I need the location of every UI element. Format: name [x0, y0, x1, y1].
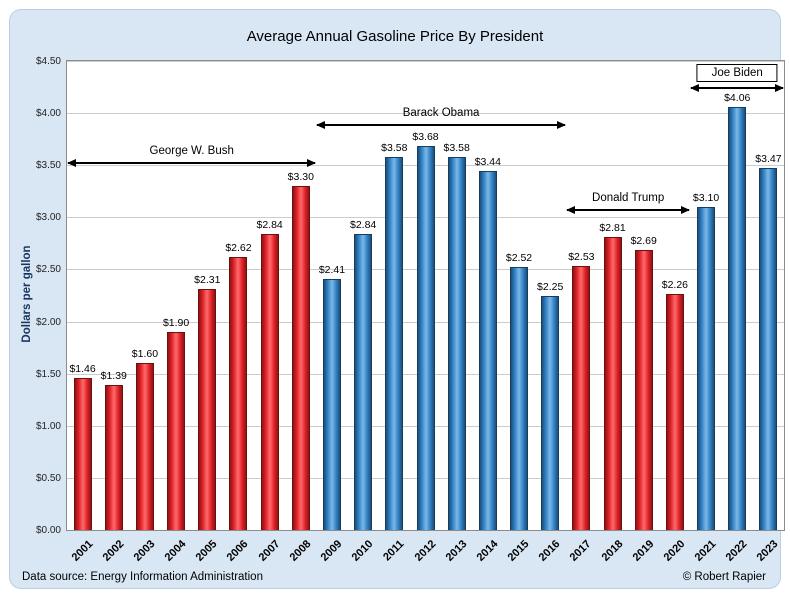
bar-2007: [260, 234, 279, 530]
bar-2009: [322, 278, 341, 530]
bar-value-label: $1.46: [69, 362, 96, 375]
bar-2016: [541, 295, 560, 530]
bar-2022: [728, 106, 747, 530]
plot-area: $1.46 $1.39 $1.60 $1.90 $2.31 $2.62 $2.84 $3.30…: [66, 60, 785, 531]
annotation-arrow: [316, 120, 567, 129]
bar-2014: [478, 171, 497, 530]
bar-value-label: $2.69: [630, 234, 657, 247]
y-tick-label: $3.00: [35, 212, 61, 224]
annotation-arrow: [565, 205, 691, 214]
bar-value-label: $2.41: [318, 263, 346, 276]
bar-value-label: $2.25: [537, 280, 564, 293]
bar-2020: [665, 294, 684, 530]
chart-footer: Data source: Energy Information Administ…: [22, 571, 766, 583]
bar-value-label: $3.58: [443, 141, 470, 154]
annotation-arrow: [690, 84, 784, 93]
bar-value-label: $1.60: [131, 348, 159, 361]
chart-title: Average Annual Gasoline Price By Preside…: [246, 28, 544, 45]
y-tick-label: $0.00: [35, 525, 61, 536]
annotation-label: George W. Bush: [149, 145, 234, 158]
y-tick-label: $0.50: [35, 472, 61, 484]
bar-2003: [135, 363, 154, 530]
bar-2006: [229, 256, 248, 530]
bar-value-label: $3.44: [474, 156, 501, 169]
bar-2005: [198, 289, 217, 530]
y-tick-label: $3.50: [35, 160, 61, 172]
bar-2018: [603, 237, 622, 530]
annotation-label: Joe Biden: [696, 64, 778, 83]
y-tick-label: $2.50: [35, 264, 61, 276]
bar-2015: [510, 267, 529, 530]
bar-value-label: $2.52: [505, 252, 533, 265]
data-source-text: Data source: Energy Information Administ…: [22, 571, 263, 583]
bar-2002: [104, 385, 123, 530]
bar-value-label: $1.90: [162, 316, 190, 329]
bar-value-label: $1.39: [100, 370, 127, 383]
y-tick-label: $1.50: [35, 368, 61, 380]
bar-value-label: $2.53: [568, 251, 595, 264]
bar-2004: [167, 331, 186, 530]
bar-2008: [291, 186, 310, 530]
bar-value-label: $2.81: [599, 222, 626, 235]
bar-2019: [634, 249, 653, 530]
credit-text: © Robert Rapier: [682, 571, 766, 583]
bar-value-label: $3.68: [412, 131, 439, 144]
bar-value-label: $3.47: [755, 153, 782, 166]
bar-2001: [73, 377, 92, 530]
bar-2017: [572, 266, 591, 530]
chart-panel: Average Annual Gasoline Price By Preside…: [9, 9, 785, 589]
bar-value-label: $3.10: [692, 191, 720, 204]
bar-2012: [416, 146, 435, 530]
annotation-arrow: [66, 159, 317, 168]
bar-2011: [385, 156, 404, 530]
bar-value-label: $2.31: [194, 274, 221, 287]
bar-value-label: $2.62: [225, 241, 252, 254]
bar-2013: [447, 156, 466, 530]
y-tick-label: $4.00: [35, 108, 61, 120]
bar-2021: [697, 206, 716, 530]
bar-value-label: $4.06: [724, 91, 751, 104]
bar-2023: [759, 168, 778, 530]
bar-value-label: $3.30: [287, 171, 314, 184]
bar-value-label: $3.58: [381, 141, 408, 154]
annotation-label: Donald Trump: [592, 191, 665, 204]
bar-value-label: $2.84: [256, 219, 283, 231]
gridline: [67, 61, 784, 62]
gridline: [67, 113, 784, 115]
y-tick-label: $1.00: [35, 420, 61, 432]
bar-value-label: $2.84: [350, 219, 377, 231]
y-axis-label: Dollars per gallon: [21, 245, 33, 343]
y-tick-label: $2.00: [35, 316, 61, 328]
bar-2010: [354, 234, 373, 530]
annotation-label: Barack Obama: [402, 106, 480, 119]
bar-value-label: $2.26: [661, 279, 689, 292]
y-tick-label: $4.50: [35, 56, 61, 67]
